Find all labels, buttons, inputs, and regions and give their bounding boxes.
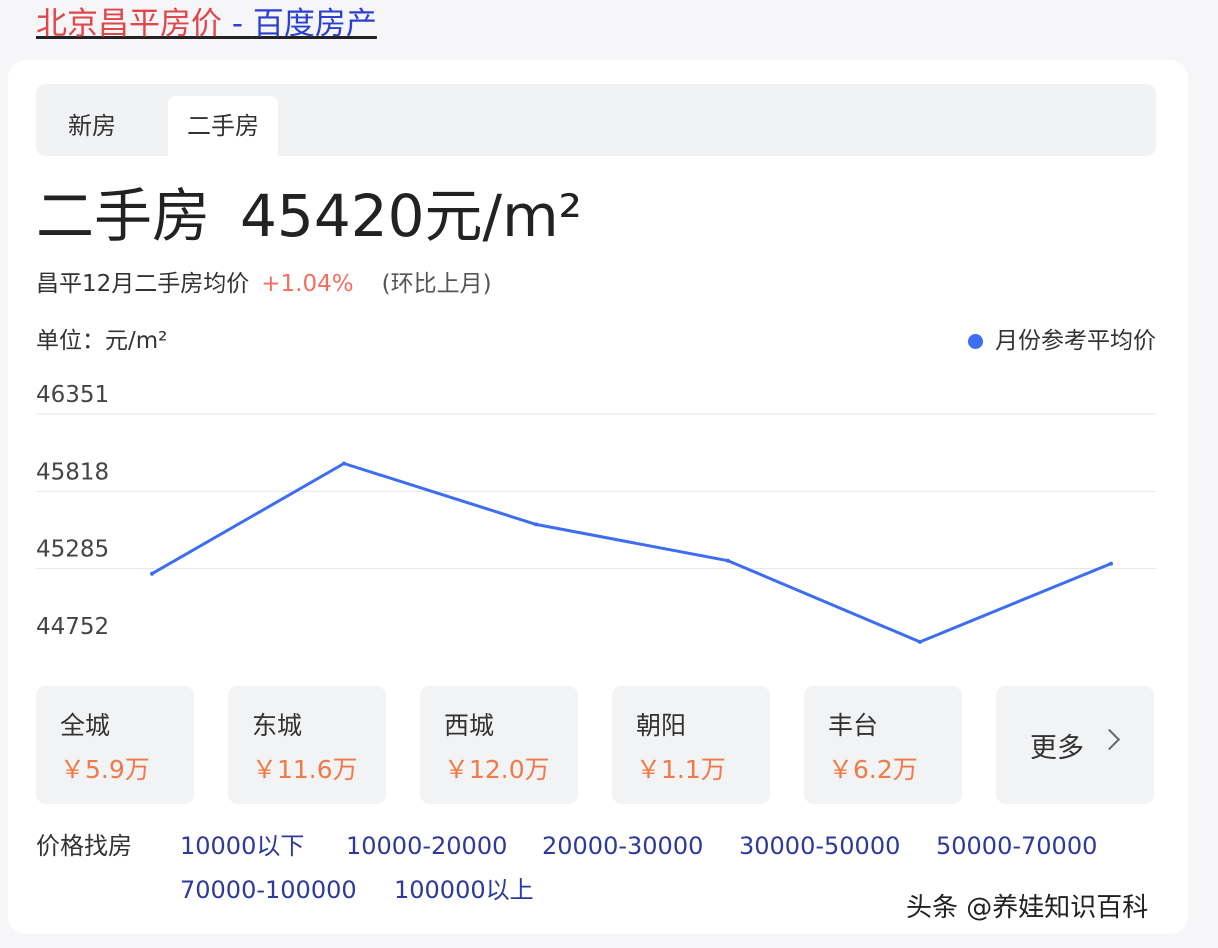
legend-dot-icon bbox=[968, 334, 983, 349]
district-card[interactable]: 丰台 ￥6.2万 bbox=[804, 686, 962, 804]
price-headline: 二手房 45420元/m² bbox=[36, 178, 582, 254]
district-price: ￥12.0万 bbox=[444, 755, 550, 784]
price-filter-label: 价格找房 bbox=[36, 832, 132, 860]
chart-legend: 月份参考平均价 bbox=[968, 324, 1156, 358]
change-note: (环比上月) bbox=[381, 271, 492, 297]
data-point bbox=[918, 639, 922, 644]
district-name: 西城 bbox=[444, 711, 495, 740]
district-price: ￥1.1万 bbox=[636, 755, 726, 784]
subline-text: 昌平12月二手房均价 bbox=[36, 271, 250, 297]
district-name: 全城 bbox=[60, 711, 111, 740]
price-range-link[interactable]: 100000以上 bbox=[394, 876, 534, 904]
headline-type: 二手房 bbox=[36, 182, 211, 250]
district-card[interactable]: 朝阳 ￥1.1万 bbox=[612, 686, 770, 804]
price-range-link[interactable]: 20000-30000 bbox=[542, 832, 704, 860]
district-card[interactable]: 全城 ￥5.9万 bbox=[36, 686, 194, 804]
district-price: ￥5.9万 bbox=[60, 755, 150, 784]
watermark: 头条 @养娃知识百科 bbox=[906, 893, 1149, 923]
price-range-link[interactable]: 30000-50000 bbox=[739, 832, 901, 860]
tab-bar: 新房 二手房 bbox=[36, 84, 1156, 156]
price-range-link[interactable]: 70000-100000 bbox=[180, 876, 357, 904]
data-point bbox=[1109, 561, 1113, 566]
more-districts-button[interactable]: 更多 bbox=[996, 686, 1154, 804]
legend-label: 月份参考平均价 bbox=[995, 328, 1156, 354]
tab-new-house[interactable]: 新房 bbox=[68, 112, 116, 140]
tab-second-hand[interactable]: 二手房 bbox=[168, 96, 278, 156]
page-title[interactable]: 北京昌平房价 - 百度房产 bbox=[36, 4, 377, 44]
change-percent: +1.04% bbox=[261, 271, 354, 297]
district-card[interactable]: 东城 ￥11.6万 bbox=[228, 686, 386, 804]
y-tick-label: 45285 bbox=[36, 537, 109, 563]
series-line bbox=[150, 462, 1113, 644]
price-line-chart: 463514581845285447522021-72021-82021-920… bbox=[36, 382, 1156, 644]
data-point bbox=[342, 461, 346, 466]
data-point bbox=[726, 558, 730, 563]
page-title-separator: - bbox=[222, 6, 253, 42]
price-range-link[interactable]: 10000-20000 bbox=[346, 832, 508, 860]
chevron-right-icon bbox=[1098, 728, 1121, 751]
district-price: ￥11.6万 bbox=[252, 755, 358, 784]
data-point bbox=[534, 522, 538, 527]
headline-price: 45420元/m² bbox=[240, 182, 582, 250]
more-label: 更多 bbox=[1030, 733, 1084, 764]
y-tick-label: 45818 bbox=[36, 459, 109, 485]
price-range-link[interactable]: 50000-70000 bbox=[936, 832, 1098, 860]
district-name: 丰台 bbox=[828, 711, 879, 740]
district-card[interactable]: 西城 ￥12.0万 bbox=[420, 686, 578, 804]
y-tick-label: 46351 bbox=[36, 382, 109, 408]
page-title-site[interactable]: 百度房产 bbox=[252, 6, 377, 42]
price-card: 新房 二手房 二手房 45420元/m² 昌平12月二手房均价 +1.04% (环比上… bbox=[8, 60, 1188, 934]
y-tick-label: 44752 bbox=[36, 614, 109, 640]
price-range-link[interactable]: 10000以下 bbox=[180, 832, 305, 860]
district-name: 朝阳 bbox=[636, 711, 687, 740]
data-point bbox=[150, 571, 154, 576]
district-name: 东城 bbox=[252, 711, 303, 740]
district-price: ￥6.2万 bbox=[828, 755, 918, 784]
page-title-location[interactable]: 北京昌平房价 bbox=[36, 6, 222, 42]
chart-unit: 单位：元/m² bbox=[36, 328, 168, 354]
price-subline: 昌平12月二手房均价 +1.04% (环比上月) bbox=[36, 266, 492, 302]
